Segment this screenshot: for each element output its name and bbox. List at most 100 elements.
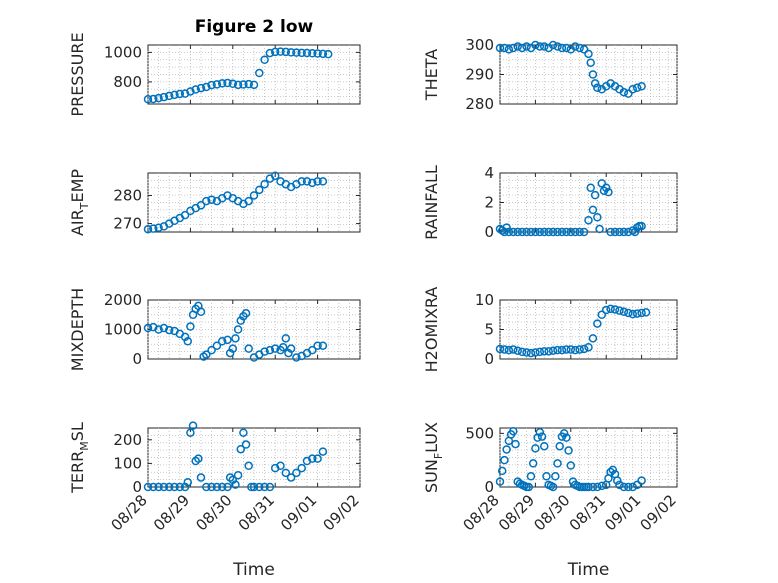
data-point [202,482,211,492]
data-point [313,454,322,463]
data-point [297,48,306,58]
data-point [180,332,190,342]
data-point [223,78,232,88]
data-point [557,227,567,237]
data-point [270,171,280,181]
data-point [562,433,571,442]
subplot-2: 280 290 300 THETA [422,36,678,113]
data-point [593,83,602,93]
data-point [586,58,595,67]
data-point [575,43,584,53]
y-axis-label: PRESSURE [68,32,87,116]
data-point [281,47,291,57]
data-point [143,95,153,104]
data-point [637,308,646,318]
data-point [531,40,540,50]
x-tick-label: 09/01 [601,491,644,534]
data-point [544,347,553,356]
data-point [276,461,285,471]
data-point [191,85,200,94]
data-point [601,305,611,315]
data-point [504,345,514,355]
data-point [164,325,174,335]
data-point [143,323,153,333]
data-point [579,227,589,237]
data-point [323,49,333,59]
x-tick-label: 08/28 [460,491,503,534]
data-point [170,482,179,492]
data-point [265,48,275,58]
y-tick-label: 1000 [104,321,142,339]
data-point [318,177,328,186]
data-point [281,334,291,343]
data-point [164,91,174,101]
y-tick-label: 2000 [104,291,142,309]
y-tick-label: 0 [484,350,494,368]
data-point [154,482,163,492]
x-tick-label: 08/30 [192,491,235,534]
data-point [500,227,509,237]
data-point [255,68,264,78]
data-point [551,472,560,481]
data-point [553,459,562,468]
data-point [588,205,598,215]
data-point [241,440,251,449]
data-point [619,227,629,237]
data-point [548,482,558,492]
y-tick-label: 500 [465,424,494,442]
data-point [504,227,514,237]
data-point [542,472,551,481]
data-point [236,316,245,325]
data-point [180,210,190,220]
data-point [143,224,153,234]
data-point [292,353,301,362]
data-point [239,80,248,89]
data-point [531,227,540,237]
data-point [628,482,637,492]
y-tick-label: 280 [113,186,142,204]
data-point [284,348,293,358]
y-tick-label: 100 [113,454,142,472]
y-tick-label: 10 [475,291,494,309]
data-point [553,345,562,355]
data-point [509,345,518,354]
x-tick-label: 08/31 [566,491,609,534]
data-point [584,482,593,492]
data-point [570,345,580,355]
data-point [212,482,222,492]
data-point [500,345,509,354]
x-tick-label: 08/29 [495,491,538,534]
data-point [500,455,509,465]
y-axis-label: RAINFALL [422,165,441,240]
data-point [522,42,531,51]
data-point [196,201,206,210]
data-point [604,187,613,197]
data-point [637,82,646,91]
data-point [217,337,227,346]
x-axis-label: Time [567,560,610,580]
subplot-7: 0 100 200 08/28 08/29 08/30 08/31 09/01 09/02 Tim… [68,421,363,580]
data-point [286,344,296,353]
data-point [509,227,518,237]
y-tick-label: 0 [132,478,142,496]
data-point [562,227,571,237]
data-point [540,227,549,237]
data-point [590,190,600,200]
data-point [225,348,235,358]
data-point [588,482,598,492]
data-point [170,90,179,100]
data-point [212,341,222,350]
y-axis-label: TERRMSL [68,422,91,494]
data-point [528,459,538,468]
data-point [540,42,549,51]
data-point [590,79,600,88]
data-point [619,307,629,317]
data-point [249,482,259,492]
data-point [540,441,549,451]
data-point [154,93,163,103]
data-point [548,346,558,355]
y-tick-label: 280 [465,95,494,113]
data-point [628,309,637,319]
